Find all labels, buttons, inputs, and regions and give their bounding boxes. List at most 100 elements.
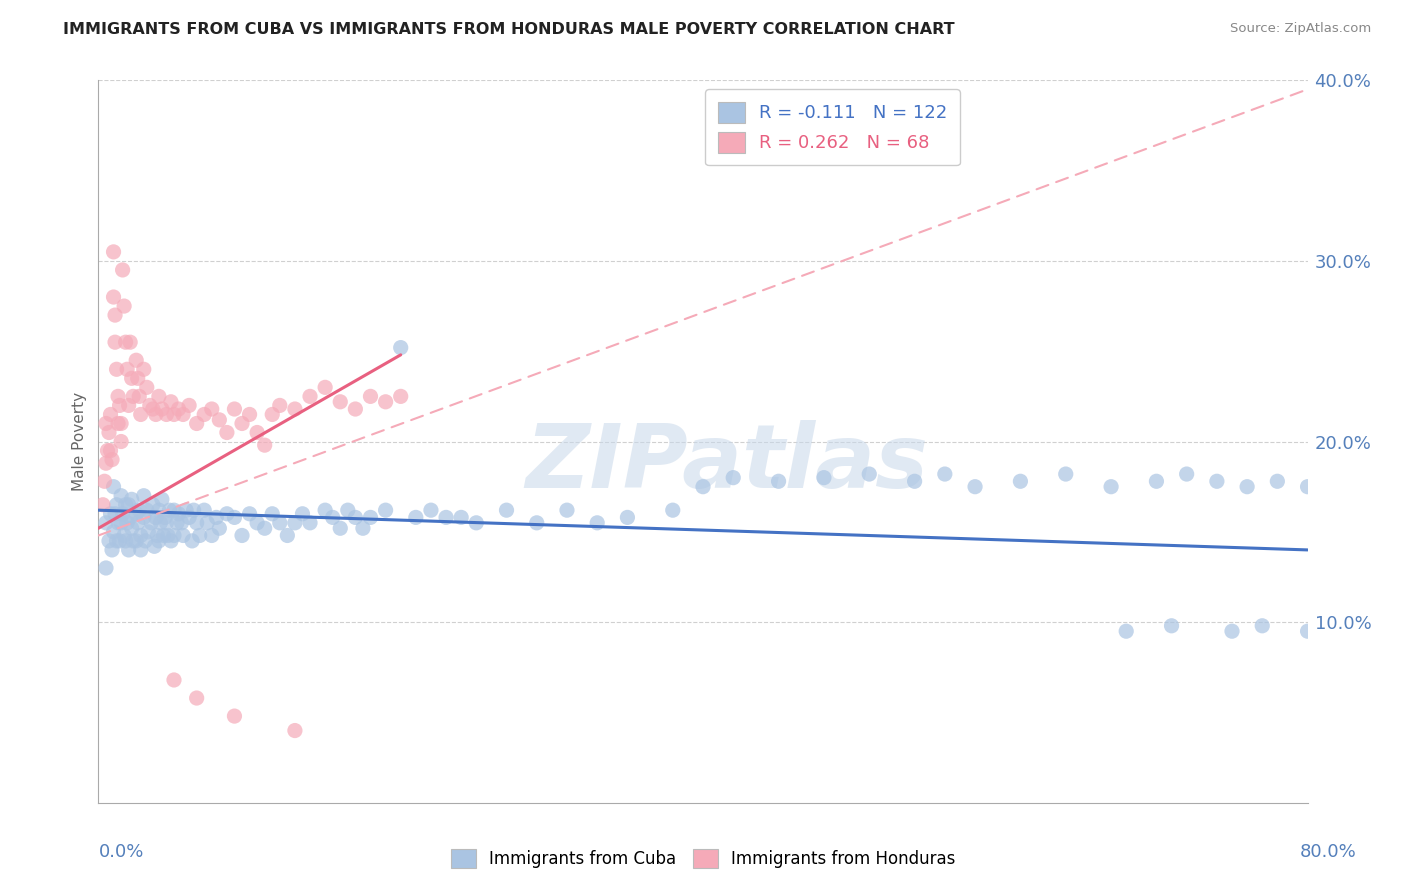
Point: [314, 380, 336, 394]
Point: [104, 507, 127, 521]
Point: [104, 308, 127, 322]
Point: [269, 516, 291, 530]
Point: [142, 402, 165, 417]
Point: [120, 335, 142, 350]
Point: [139, 398, 162, 412]
Point: [586, 516, 609, 530]
Point: [159, 503, 181, 517]
Point: [163, 503, 186, 517]
Point: [125, 533, 148, 548]
Point: [186, 417, 208, 431]
Point: [1144, 475, 1167, 489]
Point: [224, 709, 246, 723]
Point: [155, 408, 177, 422]
Point: [186, 691, 208, 706]
Point: [101, 452, 124, 467]
Point: [172, 408, 194, 422]
Point: [135, 503, 157, 517]
Point: [103, 524, 125, 539]
Point: [125, 353, 148, 368]
Point: [179, 510, 201, 524]
Point: [96, 443, 118, 458]
Point: [239, 507, 262, 521]
Point: [110, 434, 132, 449]
Point: [153, 510, 176, 524]
Point: [110, 489, 132, 503]
Point: [329, 394, 352, 409]
Point: [107, 417, 129, 431]
Point: [195, 516, 218, 530]
Point: [121, 521, 143, 535]
Point: [115, 362, 138, 376]
Point: [127, 516, 149, 530]
Point: [208, 521, 231, 535]
Point: [94, 456, 117, 470]
Point: [132, 362, 155, 376]
Point: [1296, 480, 1319, 494]
Point: [183, 503, 205, 517]
Point: [299, 516, 322, 530]
Point: [145, 408, 167, 422]
Legend: R = -0.111   N = 122, R = 0.262   N = 68: R = -0.111 N = 122, R = 0.262 N = 68: [704, 89, 960, 165]
Point: [107, 516, 129, 530]
Point: [239, 408, 262, 422]
Point: [94, 516, 117, 530]
Point: [156, 528, 179, 542]
Point: [127, 371, 149, 385]
Point: [344, 510, 367, 524]
Point: [1206, 475, 1229, 489]
Point: [1175, 467, 1198, 481]
Point: [284, 723, 307, 738]
Point: [111, 507, 134, 521]
Point: [291, 507, 314, 521]
Point: [145, 510, 167, 524]
Point: [193, 503, 215, 517]
Point: [115, 516, 138, 530]
Point: [465, 516, 488, 530]
Point: [166, 516, 188, 530]
Point: [120, 510, 142, 524]
Point: [118, 498, 141, 512]
Point: [181, 533, 204, 548]
Point: [93, 475, 115, 489]
Point: [262, 408, 284, 422]
Point: [101, 542, 124, 557]
Point: [284, 402, 307, 417]
Point: [91, 498, 114, 512]
Point: [148, 533, 170, 548]
Point: [336, 503, 359, 517]
Point: [174, 503, 197, 517]
Point: [103, 480, 125, 494]
Text: 0.0%: 0.0%: [98, 843, 143, 861]
Point: [152, 528, 174, 542]
Point: [105, 533, 128, 548]
Point: [1160, 619, 1182, 633]
Point: [389, 389, 412, 403]
Point: [661, 503, 683, 517]
Point: [768, 475, 790, 489]
Point: [526, 516, 548, 530]
Point: [299, 389, 322, 403]
Point: [555, 503, 578, 517]
Point: [495, 503, 517, 517]
Point: [1251, 619, 1274, 633]
Point: [163, 673, 186, 687]
Point: [160, 533, 183, 548]
Point: [262, 507, 284, 521]
Point: [104, 335, 127, 350]
Point: [179, 398, 201, 412]
Point: [132, 510, 155, 524]
Point: [360, 389, 382, 403]
Point: [170, 516, 193, 530]
Point: [329, 521, 352, 535]
Point: [146, 528, 169, 542]
Point: [114, 335, 136, 350]
Point: [118, 542, 141, 557]
Text: Source: ZipAtlas.com: Source: ZipAtlas.com: [1230, 22, 1371, 36]
Point: [269, 398, 291, 412]
Point: [186, 516, 208, 530]
Point: [201, 528, 224, 542]
Point: [205, 510, 228, 524]
Point: [100, 507, 122, 521]
Point: [215, 425, 238, 440]
